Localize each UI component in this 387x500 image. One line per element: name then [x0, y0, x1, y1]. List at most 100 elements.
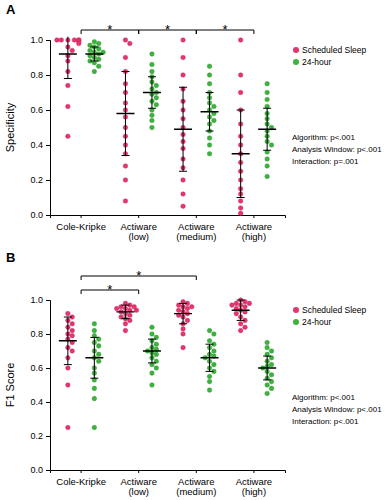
point	[150, 113, 155, 118]
error-cap	[263, 379, 271, 380]
point	[59, 38, 64, 43]
point	[269, 143, 274, 148]
significance-label: *	[223, 22, 228, 37]
point	[181, 178, 186, 183]
plot-area	[59, 298, 276, 430]
point	[154, 342, 159, 347]
point	[265, 174, 270, 179]
tick: Actiware(high)	[236, 470, 272, 497]
point	[150, 52, 155, 57]
point	[55, 38, 60, 43]
point	[247, 301, 252, 306]
point	[238, 322, 243, 327]
tick: 0.6	[30, 105, 50, 115]
tick: Actiware(medium)	[176, 470, 216, 497]
point	[77, 41, 82, 46]
error-cap	[148, 339, 156, 340]
panel-title: B	[6, 250, 15, 265]
point	[238, 199, 243, 204]
mean-line	[174, 313, 192, 314]
tick-mark	[46, 402, 50, 403]
point	[212, 104, 217, 109]
axis-line	[46, 301, 51, 471]
tick-mark	[46, 110, 50, 111]
point	[154, 95, 159, 100]
tick-mark	[138, 470, 139, 473]
error-cap	[148, 362, 156, 363]
point	[185, 318, 190, 323]
point	[150, 325, 155, 330]
annotation: Analysis Window: p<.001	[292, 405, 382, 414]
point	[181, 332, 186, 337]
tick: Actiware(low)	[120, 470, 156, 497]
error-cap	[90, 378, 98, 379]
point	[185, 306, 190, 311]
axis-line	[51, 471, 286, 474]
point	[207, 328, 212, 333]
error-cap	[206, 92, 214, 93]
tick: 1.0	[30, 35, 50, 45]
point	[230, 303, 235, 308]
point	[70, 48, 75, 53]
error-cap	[237, 320, 245, 321]
error-cap	[179, 323, 187, 324]
point	[92, 69, 97, 74]
tick-label: Actiware(low)	[120, 476, 156, 497]
point	[123, 328, 128, 333]
series	[85, 322, 276, 430]
point	[154, 366, 159, 371]
point	[207, 64, 212, 69]
significance-label: *	[165, 22, 170, 37]
tick-label: 0.2	[30, 175, 43, 185]
point	[92, 386, 97, 391]
mean-line	[174, 129, 192, 130]
series	[59, 298, 252, 430]
point	[212, 118, 217, 123]
tick-mark	[46, 334, 50, 335]
point	[92, 322, 97, 327]
point	[92, 39, 97, 44]
tick-mark	[46, 75, 50, 76]
mean-line	[59, 340, 77, 341]
point	[123, 199, 128, 204]
tick-mark	[46, 215, 50, 216]
axis-title: Specificity	[4, 102, 16, 152]
panel-title: A	[6, 2, 16, 17]
legend-label: 24-hour	[302, 57, 331, 67]
error-cap	[179, 87, 187, 88]
tick-label: Cole-Kripke	[56, 476, 106, 487]
point	[154, 102, 159, 107]
tick-mark	[46, 368, 50, 369]
point	[66, 104, 71, 109]
error-cap	[121, 71, 129, 72]
figure: A 0.00.20.40.60.81.0 Specificity Cole-Kripk…	[0, 0, 387, 500]
tick-label: 1.0	[30, 295, 43, 305]
tick-label: 1.0	[30, 35, 43, 45]
mean-line	[232, 310, 250, 311]
y-axis: 0.00.20.40.60.81.0	[30, 35, 50, 220]
tick-mark	[138, 215, 139, 218]
point	[265, 97, 270, 102]
point	[150, 371, 155, 376]
significance-label: *	[136, 268, 141, 283]
point	[234, 311, 239, 316]
point	[88, 48, 93, 53]
point	[265, 383, 270, 388]
point	[269, 386, 274, 391]
point	[238, 328, 243, 333]
point	[234, 301, 239, 306]
point	[212, 362, 217, 367]
point	[269, 373, 274, 378]
legend-label: 24-hour	[302, 317, 331, 327]
legend: Scheduled Sleep24-hour	[293, 305, 367, 327]
annotation: Interaction: p=.001	[292, 157, 359, 166]
series	[55, 37, 250, 216]
tick-mark	[46, 40, 50, 41]
point	[150, 118, 155, 123]
x-axis: Cole-Kripke Actiware(low) Actiware(medium)…	[51, 470, 286, 497]
tick-mark	[81, 215, 82, 218]
point	[181, 55, 186, 60]
tick-mark	[253, 215, 254, 218]
error-cap	[237, 110, 245, 111]
point	[66, 425, 71, 430]
